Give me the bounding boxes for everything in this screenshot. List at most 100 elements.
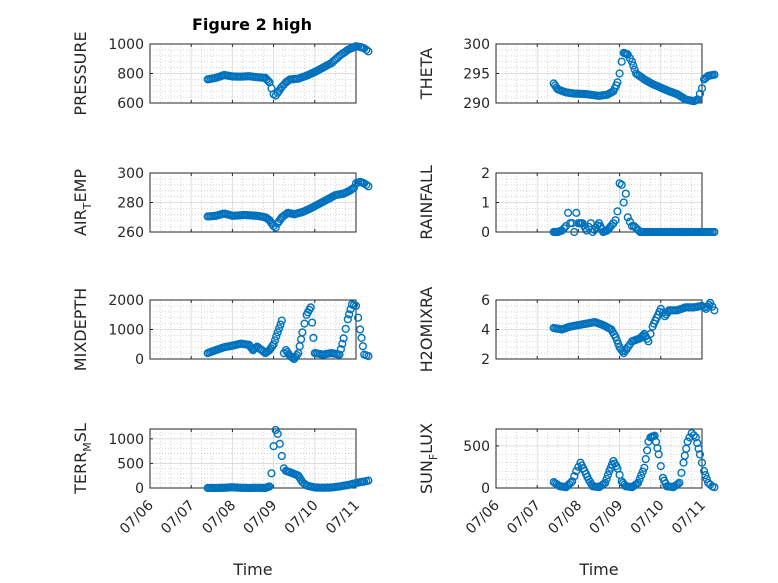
data-point — [362, 180, 371, 189]
data-point — [273, 429, 282, 439]
y-axis-label: RAINFALL — [417, 165, 436, 240]
data-point — [335, 350, 344, 359]
y-axis-label: H2OMIXRA — [417, 287, 436, 373]
data-point — [710, 306, 719, 315]
data-point — [627, 57, 637, 66]
data-point — [611, 216, 620, 225]
data-point — [629, 61, 638, 70]
data-point — [364, 352, 373, 361]
y-tick-label: 0 — [135, 481, 144, 497]
data-point — [559, 224, 569, 233]
data-point — [697, 458, 707, 467]
data-point — [336, 345, 346, 354]
data-point — [623, 213, 632, 222]
subplot-5: 0 1000 2000 MIXDEPTH — [71, 288, 373, 371]
data-point — [271, 223, 280, 232]
data-point — [309, 333, 318, 343]
series-markers — [203, 42, 373, 100]
data-point — [617, 180, 626, 189]
data-point — [351, 301, 361, 311]
series-markers — [203, 300, 373, 364]
data-point — [275, 324, 284, 333]
y-axis-label: TERRMSL — [71, 423, 94, 495]
data-point — [272, 332, 281, 341]
data-point — [572, 208, 581, 217]
y-tick-label: 4 — [481, 323, 490, 339]
data-point — [270, 336, 280, 345]
data-point — [637, 471, 646, 480]
data-point — [710, 483, 719, 492]
data-point — [306, 303, 315, 312]
y-tick-label: 0 — [481, 225, 490, 241]
data-point — [654, 450, 663, 459]
data-point — [271, 425, 280, 435]
y-tick-label: 0 — [135, 352, 144, 368]
data-point — [615, 179, 624, 188]
data-point — [675, 478, 684, 488]
subplot-2: 290 295 300 THETA — [417, 37, 719, 112]
data-point — [267, 469, 276, 478]
y-tick-label: 1000 — [108, 37, 144, 53]
data-point — [642, 446, 652, 455]
series-markers — [549, 179, 719, 237]
data-point — [687, 429, 696, 438]
data-point — [638, 467, 647, 476]
data-point — [619, 198, 628, 207]
y-tick-label: 0 — [481, 481, 490, 497]
data-point — [557, 226, 567, 235]
data-point — [364, 47, 373, 56]
y-axis-label: MIXDEPTH — [71, 288, 90, 371]
data-point — [570, 227, 579, 237]
y-axis-label: SUNFLUX — [417, 423, 440, 494]
data-point — [277, 82, 286, 91]
data-point — [277, 316, 286, 325]
data-point — [354, 313, 363, 322]
data-point — [276, 320, 285, 329]
data-point — [706, 480, 715, 489]
y-tick-label: 2000 — [108, 293, 144, 309]
data-point — [601, 478, 610, 488]
data-point — [265, 482, 274, 491]
y-tick-label: 1000 — [108, 432, 144, 448]
y-tick-label: 290 — [463, 96, 490, 112]
data-point — [640, 463, 649, 472]
data-point — [343, 315, 352, 324]
y-tick-label: 2 — [481, 352, 490, 368]
data-point — [646, 329, 655, 339]
data-point — [339, 334, 348, 343]
data-point — [357, 333, 366, 343]
data-point — [710, 227, 719, 237]
data-point — [264, 76, 273, 86]
data-point — [277, 451, 286, 461]
data-point — [273, 328, 282, 337]
data-point — [691, 433, 700, 442]
data-point — [695, 450, 705, 459]
data-point — [613, 207, 622, 216]
data-point — [689, 431, 698, 440]
y-axis-label: PRESSURE — [71, 31, 90, 115]
y-tick-label: 1000 — [108, 323, 144, 339]
y-tick-label: 280 — [117, 196, 144, 212]
data-point — [570, 472, 579, 481]
data-point — [602, 474, 611, 484]
data-point — [613, 78, 622, 87]
data-point — [673, 479, 682, 489]
data-point — [356, 325, 365, 334]
y-tick-label: 6 — [481, 293, 490, 309]
data-point — [364, 182, 373, 191]
data-point — [656, 462, 665, 471]
data-point — [269, 340, 278, 349]
data-point — [358, 342, 368, 351]
data-point — [563, 208, 573, 217]
series-markers — [549, 298, 719, 358]
data-point — [697, 84, 707, 93]
data-point — [275, 439, 284, 448]
y-tick-label: 500 — [117, 456, 144, 472]
data-point — [338, 339, 347, 348]
series-markers — [203, 425, 373, 493]
plot-area — [496, 429, 702, 488]
y-axis-label: THETA — [417, 48, 436, 100]
data-point — [566, 478, 575, 487]
data-point — [625, 217, 635, 226]
y-tick-label: 600 — [117, 96, 144, 112]
